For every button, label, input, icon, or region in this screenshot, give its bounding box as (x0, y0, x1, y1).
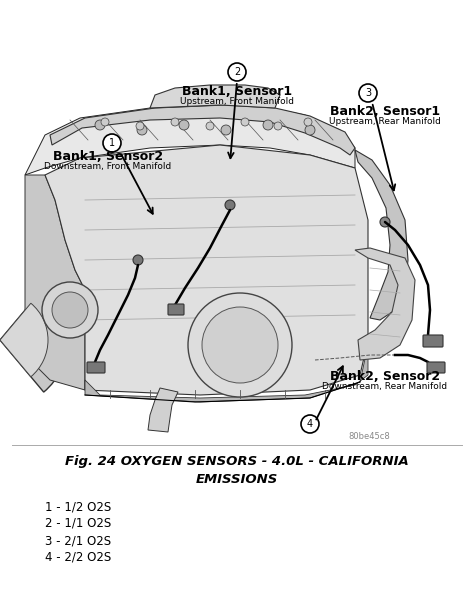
Text: 4: 4 (307, 419, 313, 429)
Circle shape (359, 84, 377, 102)
Polygon shape (150, 85, 280, 108)
Circle shape (206, 122, 214, 130)
FancyBboxPatch shape (423, 335, 443, 347)
Circle shape (171, 118, 179, 126)
Circle shape (188, 293, 292, 397)
Circle shape (263, 120, 273, 130)
FancyBboxPatch shape (87, 362, 105, 373)
Text: 1 - 1/2 O2S: 1 - 1/2 O2S (45, 500, 111, 513)
Circle shape (95, 120, 105, 130)
FancyBboxPatch shape (427, 362, 445, 373)
Circle shape (52, 292, 88, 328)
Circle shape (225, 200, 235, 210)
Text: Bank1, Sensor2: Bank1, Sensor2 (53, 150, 163, 163)
Circle shape (380, 217, 390, 227)
Text: Downstream, Rear Manifold: Downstream, Rear Manifold (322, 382, 447, 391)
Text: 4 - 2/2 O2S: 4 - 2/2 O2S (45, 551, 111, 564)
Text: Bank1, Sensor1: Bank1, Sensor1 (182, 85, 292, 98)
Polygon shape (25, 175, 85, 390)
Circle shape (221, 125, 231, 135)
Circle shape (179, 120, 189, 130)
Circle shape (241, 118, 249, 126)
Circle shape (137, 125, 147, 135)
Polygon shape (85, 345, 368, 402)
Circle shape (101, 118, 109, 126)
Text: Fig. 24 OXYGEN SENSORS - 4.0L - CALIFORNIA: Fig. 24 OXYGEN SENSORS - 4.0L - CALIFORN… (65, 455, 409, 468)
Polygon shape (355, 150, 408, 320)
Polygon shape (148, 388, 178, 432)
Circle shape (42, 282, 98, 338)
Text: EMISSIONS: EMISSIONS (196, 473, 278, 486)
Text: 2: 2 (234, 67, 240, 77)
Text: 80be45c8: 80be45c8 (348, 432, 390, 441)
Circle shape (305, 125, 315, 135)
Text: Bank2, Sensor2: Bank2, Sensor2 (330, 370, 440, 383)
Circle shape (202, 307, 278, 383)
Circle shape (228, 63, 246, 81)
Wedge shape (0, 288, 68, 392)
Text: 1: 1 (109, 138, 115, 148)
Text: 2 - 1/1 O2S: 2 - 1/1 O2S (45, 517, 111, 530)
Polygon shape (45, 145, 368, 395)
Text: Bank2, Sensor1: Bank2, Sensor1 (330, 105, 440, 118)
Circle shape (301, 415, 319, 433)
Circle shape (133, 255, 143, 265)
Text: Downstream, Front Manifold: Downstream, Front Manifold (45, 162, 172, 171)
Polygon shape (25, 105, 355, 175)
FancyBboxPatch shape (168, 304, 184, 315)
Text: Upstream, Rear Manifold: Upstream, Rear Manifold (329, 117, 441, 126)
Circle shape (103, 134, 121, 152)
Circle shape (304, 118, 312, 126)
Polygon shape (50, 105, 355, 155)
Text: Upstream, Front Manifold: Upstream, Front Manifold (180, 97, 294, 106)
Text: 3 - 2/1 O2S: 3 - 2/1 O2S (45, 534, 111, 547)
Circle shape (274, 122, 282, 130)
Polygon shape (355, 248, 415, 360)
Text: 3: 3 (365, 88, 371, 98)
Wedge shape (0, 303, 48, 377)
Circle shape (136, 122, 144, 130)
